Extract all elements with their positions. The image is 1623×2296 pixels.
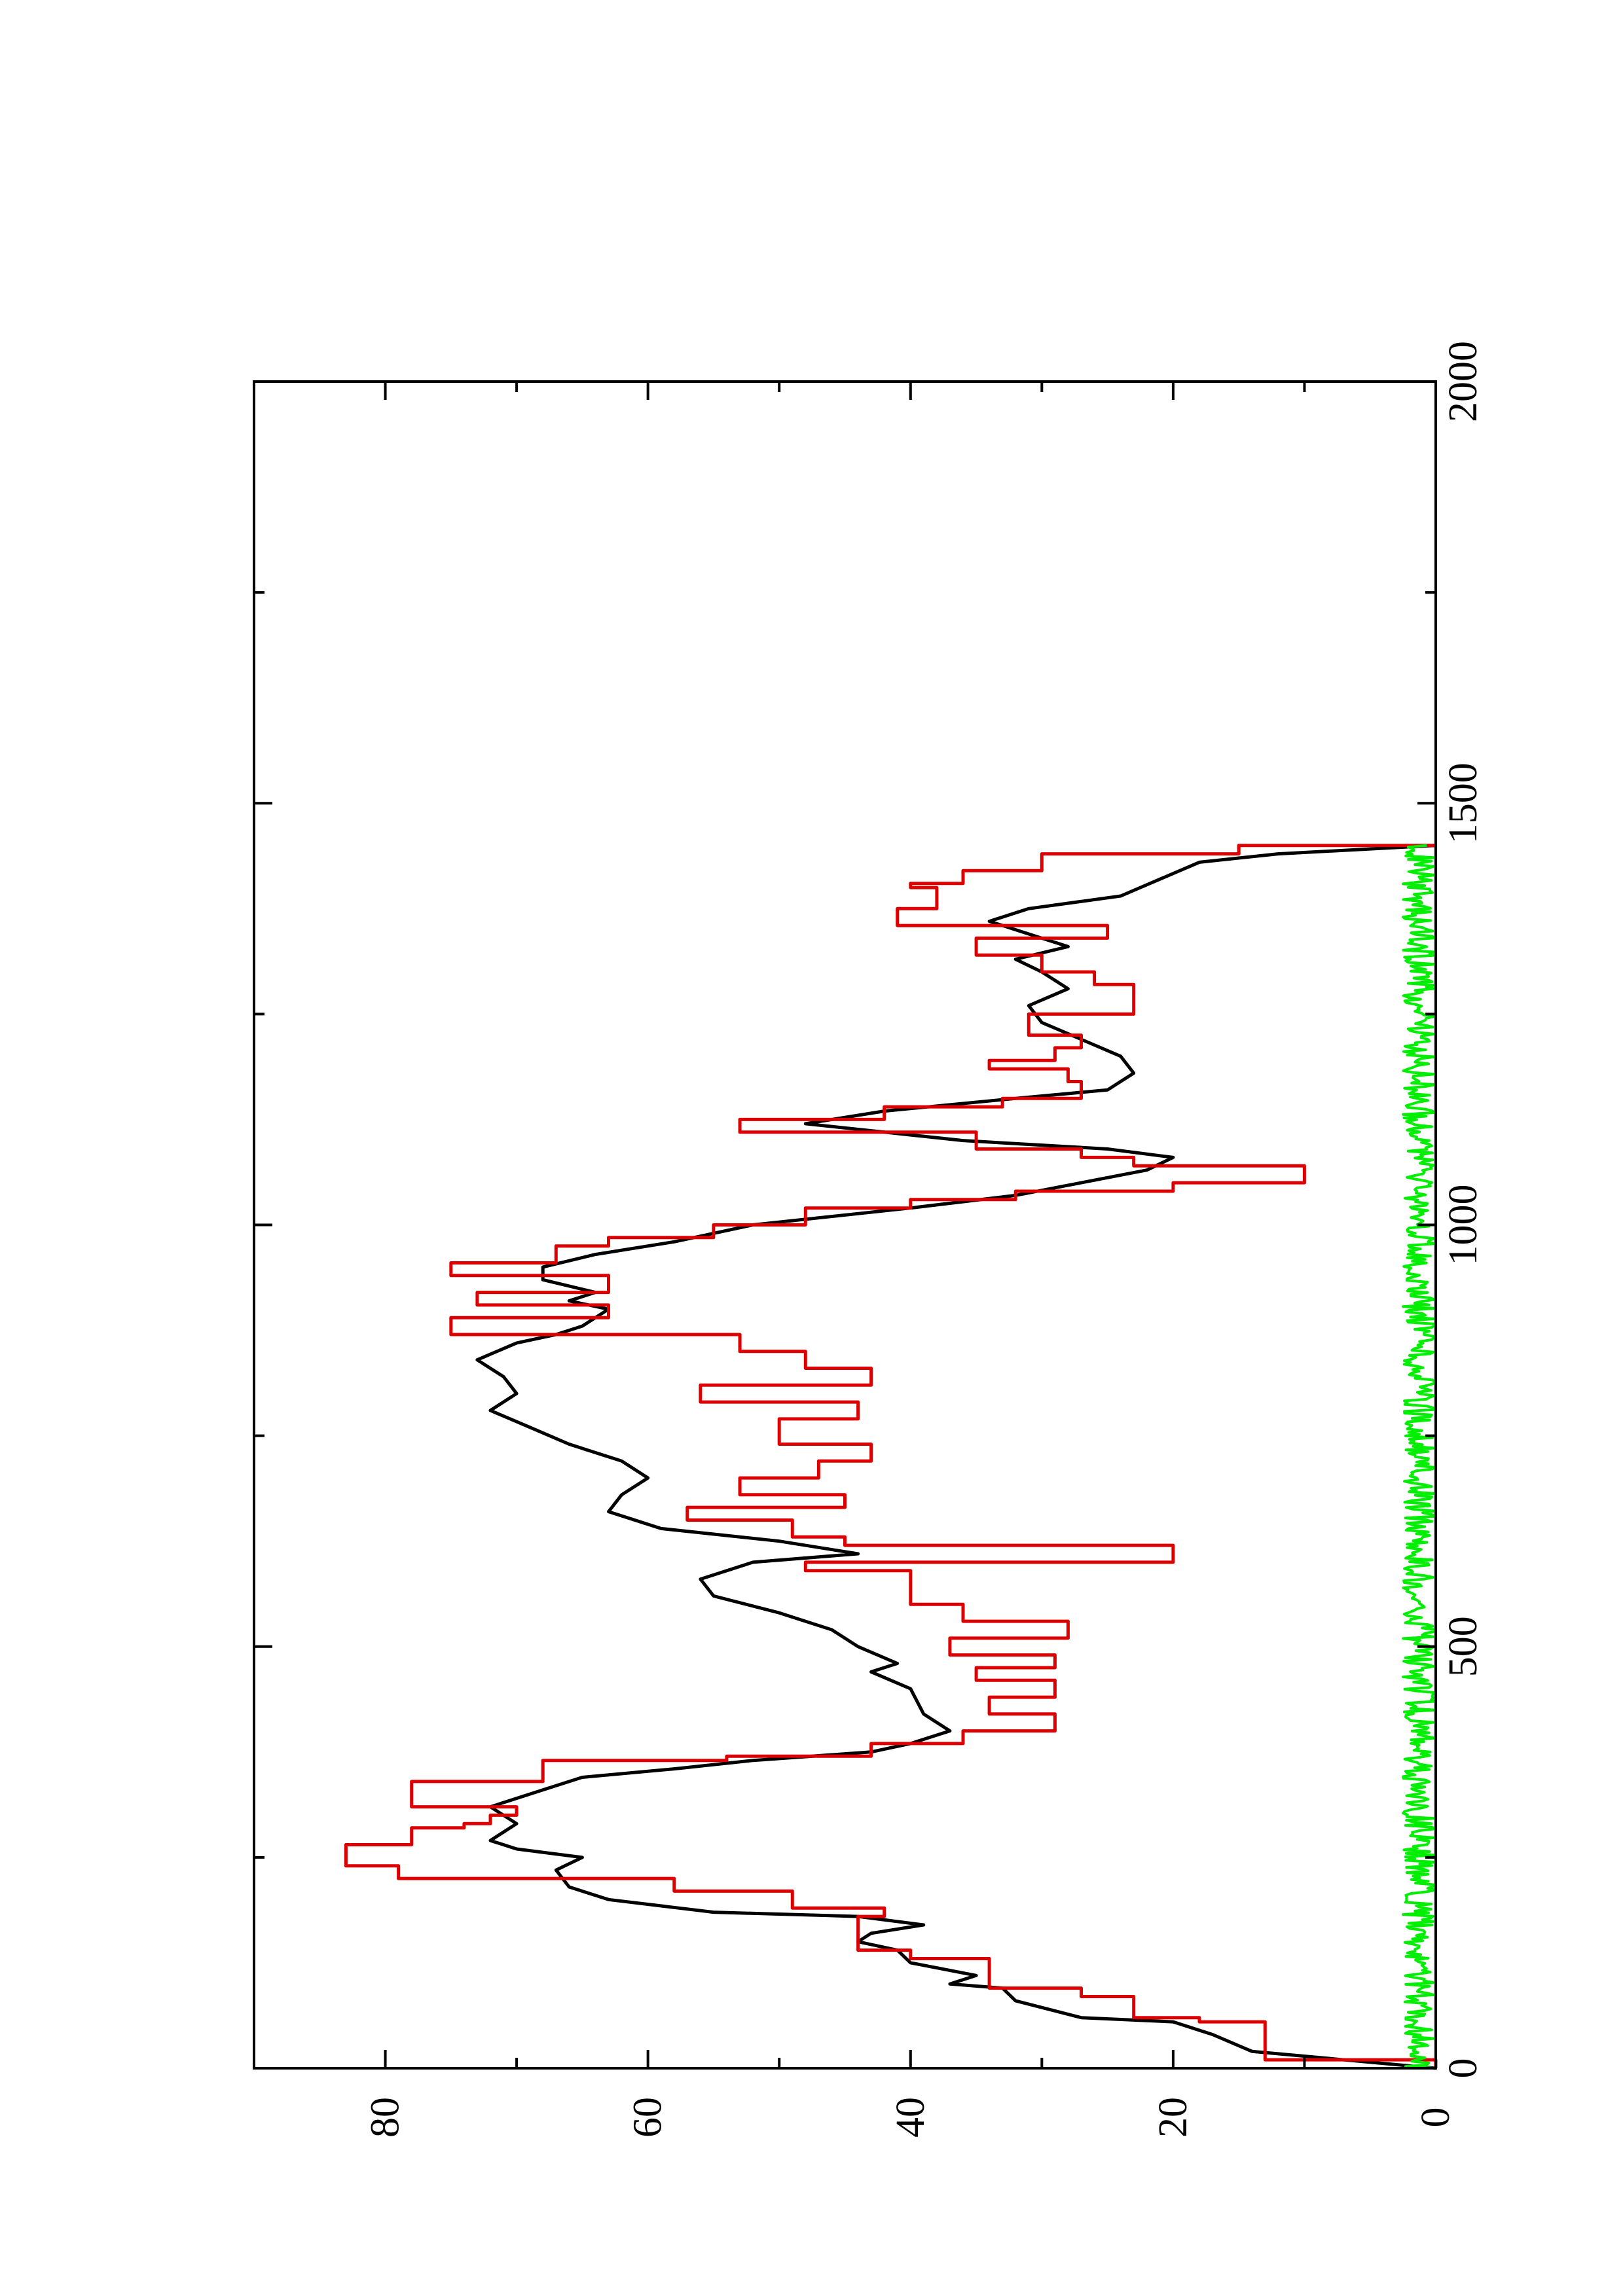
series-line-3 (1402, 844, 1437, 2070)
y-tick-label: 60 (626, 2097, 670, 2138)
plot-area (344, 844, 1438, 2070)
x-tick-label: 2000 (1441, 341, 1486, 422)
x-tick-label: 500 (1441, 1616, 1486, 1677)
series-line-1 (475, 844, 1436, 2070)
y-tick-label: 40 (888, 2097, 933, 2138)
plot-frame (253, 380, 1437, 2070)
y-tick-label: 20 (1151, 2097, 1195, 2138)
y-tick-label: 0 (1413, 2108, 1458, 2128)
axes: 0 500 1000 1500 2000 0 20 40 60 80 (253, 341, 1486, 2138)
series-line-2 (344, 844, 1438, 2068)
x-tick-label: 0 (1441, 2058, 1486, 2079)
x-tick-label: 1000 (1441, 1185, 1486, 1266)
x-tick-label: 1500 (1441, 762, 1486, 844)
y-tick-label: 80 (363, 2097, 408, 2138)
